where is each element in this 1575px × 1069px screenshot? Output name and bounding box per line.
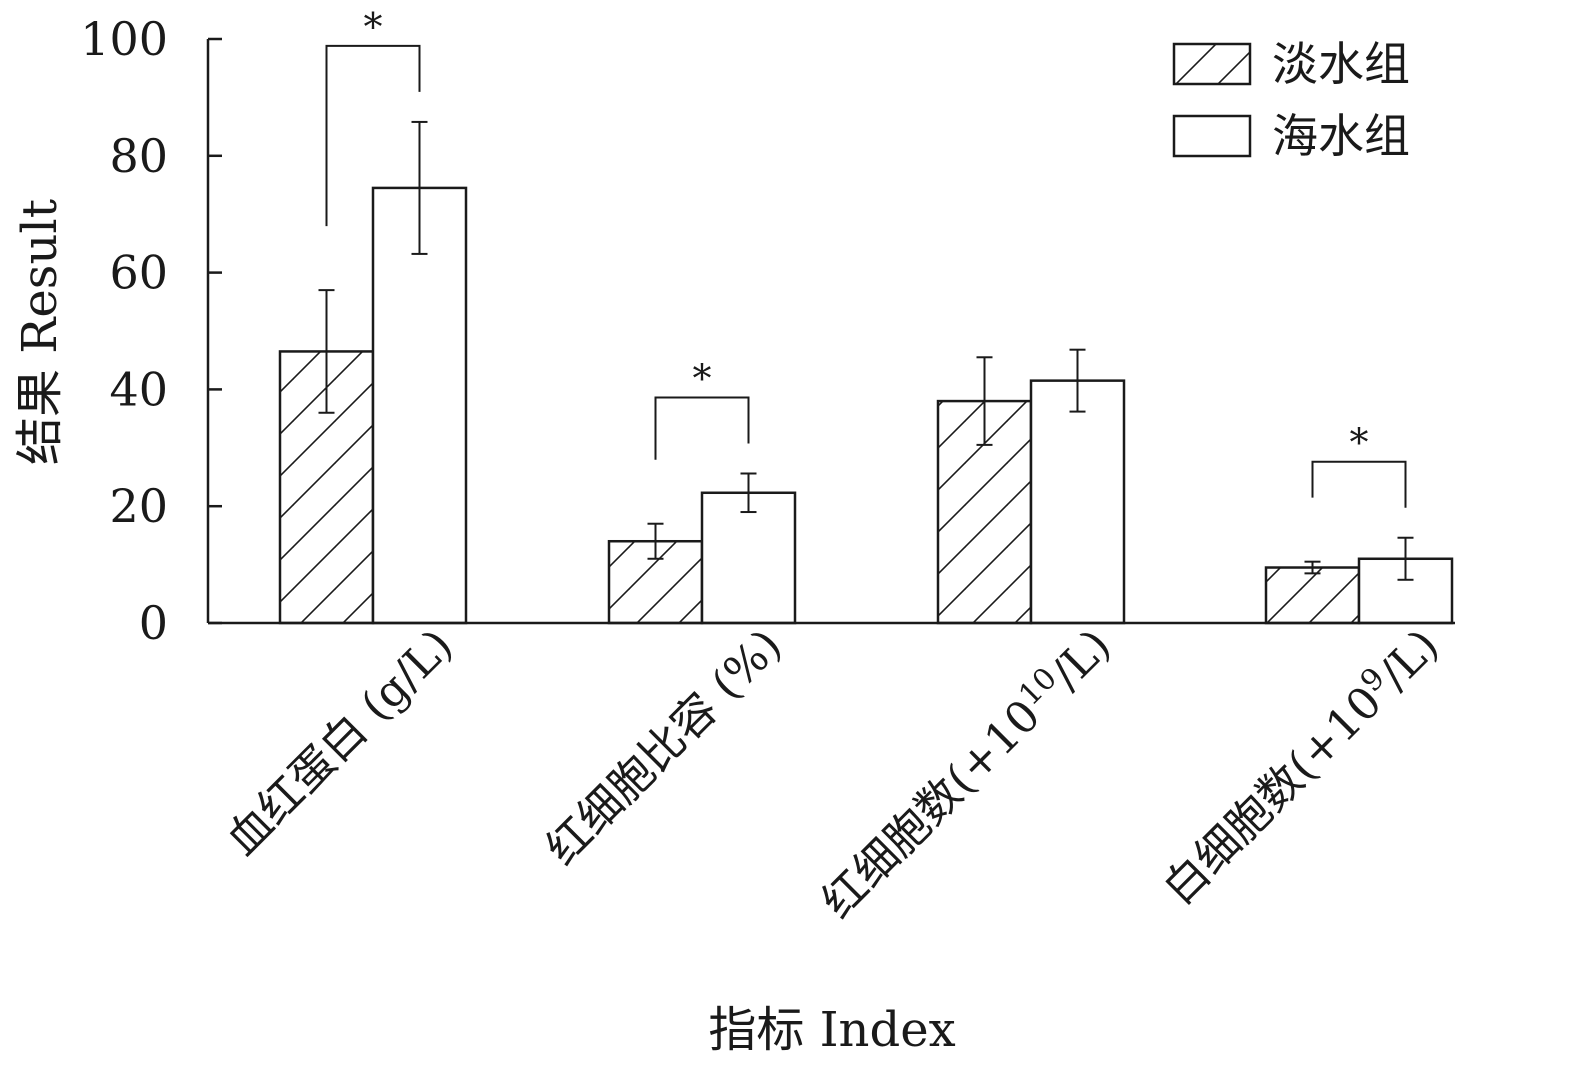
- x-category-label-2: 红细胞数(+1010/L): [810, 618, 1121, 929]
- legend-label-1: 海水组: [1272, 109, 1410, 163]
- x-axis-title: 指标 Index: [708, 1002, 955, 1058]
- legend-swatch-0: [1172, 42, 1252, 86]
- error-bar-0-1: [647, 522, 664, 560]
- y-tick-label: 60: [109, 246, 168, 300]
- significance-bracket-1: *: [654, 356, 750, 460]
- significance-bracket-0: *: [325, 5, 421, 227]
- bar-freshwater-3: [1264, 566, 1361, 625]
- y-tick-label: 20: [109, 479, 168, 533]
- significance-bracket-3: *: [1311, 421, 1407, 508]
- significance-star: *: [1350, 421, 1369, 465]
- error-bar-0-3: [1304, 560, 1321, 575]
- error-bar-1-2: [1069, 348, 1086, 413]
- bar-seawater-2: [1029, 379, 1126, 625]
- y-tick-label: 0: [139, 596, 168, 650]
- plot-area: * * *: [278, 5, 1454, 625]
- error-bar-1-3: [1397, 536, 1414, 581]
- legend-label-0: 淡水组: [1272, 37, 1410, 91]
- x-category-label-0: 血红蛋白 (g/L): [217, 620, 463, 866]
- significance-star: *: [364, 5, 383, 49]
- error-bar-0-0: [318, 289, 335, 414]
- error-bar-1-0: [411, 120, 428, 255]
- error-bar-1-1: [740, 472, 757, 514]
- x-category-label-1: 红细胞比容 (%): [536, 620, 791, 875]
- x-category-label-3: 白细胞数(+109/L): [1152, 618, 1449, 915]
- legend-item-1: 海水组: [1172, 109, 1410, 163]
- y-axis-title: 结果 Result: [12, 199, 68, 465]
- significance-star: *: [693, 356, 712, 400]
- y-tick-label: 40: [109, 362, 168, 416]
- y-tick-label: 100: [80, 12, 168, 66]
- legend-item-0: 淡水组: [1172, 37, 1410, 91]
- error-bar-0-2: [976, 356, 993, 446]
- legend-swatch-1: [1172, 114, 1252, 158]
- y-tick-label: 80: [109, 129, 168, 183]
